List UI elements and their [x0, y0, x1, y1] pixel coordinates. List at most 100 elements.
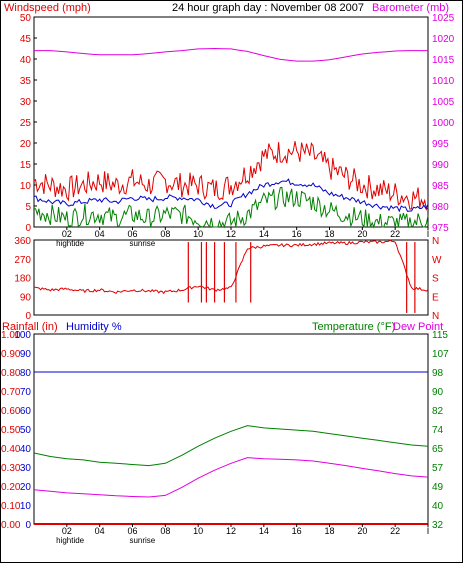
humidity-tick-label: 80: [20, 368, 32, 379]
barometer-tick-label: 995: [432, 139, 449, 150]
rainfall-label: Rainfall (in): [2, 321, 58, 333]
panel1-x-tick-label: 06: [127, 229, 137, 239]
panel1-series-3: [34, 47, 428, 62]
panel3-x-tick-label: 08: [160, 526, 170, 536]
windspeed-tick-label: 15: [20, 160, 32, 171]
temperature-tick-label: 90: [432, 387, 444, 398]
barometer-tick-label: 1015: [432, 55, 455, 66]
panel1-series-2: [34, 186, 429, 229]
rainfall-tick-label: 0.60: [1, 406, 21, 417]
compass-tick-label: W: [432, 255, 442, 266]
panel3-x-tick-label: 22: [390, 526, 400, 536]
panel3-x-tick-label: 12: [226, 526, 236, 536]
windspeed-tick-label: 50: [20, 13, 32, 24]
panel3-x-tick-label: 20: [357, 526, 367, 536]
compass-tick-label: N: [432, 236, 439, 247]
panel2-frame: [33, 239, 429, 316]
humidity-tick-label: 10: [20, 501, 32, 512]
temperature-tick-label: 57: [432, 463, 444, 474]
rainfall-tick-label: 0.30: [1, 463, 21, 474]
panel1-x-tick-label: 10: [193, 229, 203, 239]
temperature-tick-label: 82: [432, 406, 444, 417]
dewpoint-label: Dew Point: [393, 321, 443, 333]
rainfall-tick-label: 0.50: [1, 425, 21, 436]
windspeed-tick-label: 35: [20, 76, 32, 87]
humidity-tick-label: 0: [25, 520, 31, 531]
rainfall-tick-label: 0.10: [1, 501, 21, 512]
windspeed-tick-label: 5: [25, 202, 31, 213]
humidity-tick-label: 40: [20, 444, 32, 455]
rainfall-tick-label: 1.00: [1, 330, 21, 341]
temperature-label: Temperature (°F): [312, 321, 395, 333]
panel3-x-tick-label: I: [427, 526, 430, 536]
humidity-label: Humidity %: [66, 321, 122, 333]
direction-tick-label: 180: [14, 274, 31, 285]
temperature-tick-label: 98: [432, 368, 444, 379]
humidity-tick-label: 50: [20, 425, 32, 436]
rainfall-tick-label: 0.90: [1, 349, 21, 360]
panel1-series-0: [33, 141, 429, 211]
panel3-x-tick-label: 14: [259, 526, 269, 536]
temperature-tick-label: 49: [432, 482, 444, 493]
temperature-tick-label: 40: [432, 501, 444, 512]
humidity-tick-label: 30: [20, 463, 32, 474]
windspeed-tick-label: 40: [20, 55, 32, 66]
barometer-tick-label: 975: [432, 223, 449, 234]
temperature-tick-label: 65: [432, 444, 444, 455]
windspeed-label: Windspeed (mph): [4, 2, 91, 14]
panel3-x-tick-label: 06: [127, 526, 137, 536]
temperature-tick-label: 32: [432, 520, 444, 531]
compass-tick-label: S: [432, 274, 439, 285]
temperature-tick-label: 115: [432, 330, 448, 341]
panel3-x-tick-label: 18: [324, 526, 334, 536]
panel1-marker-sunrise: sunrise: [129, 239, 155, 248]
panel1-x-tick-label: 16: [292, 229, 302, 239]
temperature-tick-label: 74: [432, 425, 444, 436]
panel3-x-tick-label: 16: [292, 526, 302, 536]
barometer-tick-label: 980: [432, 202, 449, 213]
panel1-x-tick-label: 08: [160, 229, 170, 239]
barometer-tick-label: 1025: [432, 13, 455, 24]
panel3-marker-hightide: hightide: [56, 536, 85, 545]
compass-tick-label: N: [432, 311, 439, 322]
windspeed-tick-label: 20: [20, 139, 32, 150]
compass-tick-label: E: [432, 292, 439, 303]
humidity-tick-label: 20: [20, 482, 32, 493]
humidity-tick-label: 100: [14, 330, 31, 341]
panel1-x-tick-label: 20: [357, 229, 367, 239]
windspeed-tick-label: 0: [25, 223, 31, 234]
direction-tick-label: 0: [25, 311, 31, 322]
direction-tick-label: 360: [14, 236, 31, 247]
windspeed-tick-label: 30: [20, 97, 32, 108]
rainfall-tick-label: 0.70: [1, 387, 21, 398]
panel1-x-tick-label: 22: [390, 229, 400, 239]
panel3-x-tick-label: 10: [193, 526, 203, 536]
humidity-tick-label: 70: [20, 387, 32, 398]
panel1-x-tick-label: 02: [62, 229, 72, 239]
panel1-marker-hightide: hightide: [56, 239, 85, 248]
rainfall-tick-label: 0.00: [1, 520, 21, 531]
barometer-tick-label: 1010: [432, 76, 455, 87]
barometer-tick-label: 985: [432, 181, 449, 192]
barometer-tick-label: 1005: [432, 97, 455, 108]
graph-title: 24 hour graph day : November 08 2007: [172, 2, 364, 14]
humidity-tick-label: 90: [20, 349, 32, 360]
panel2-series-direction: [34, 239, 429, 295]
humidity-tick-label: 60: [20, 406, 32, 417]
barometer-tick-label: 990: [432, 160, 449, 171]
barometer-tick-label: 1000: [432, 118, 455, 129]
panel1-x-tick-label: 14: [259, 229, 269, 239]
direction-tick-label: 270: [14, 255, 31, 266]
panel3-x-tick-label: 02: [62, 526, 72, 536]
temperature-tick-label: 107: [432, 349, 449, 360]
windspeed-tick-label: 25: [20, 118, 32, 129]
rainfall-tick-label: 0.40: [1, 444, 21, 455]
windspeed-tick-label: 10: [20, 181, 32, 192]
panel1-x-tick-label: 18: [324, 229, 334, 239]
panel1-x-tick-label: 04: [95, 229, 105, 239]
panel3-series-2: [33, 425, 429, 467]
panel1-x-tick-label: I: [427, 229, 430, 239]
panel1-x-tick-label: 12: [226, 229, 236, 239]
rainfall-tick-label: 0.80: [1, 368, 21, 379]
